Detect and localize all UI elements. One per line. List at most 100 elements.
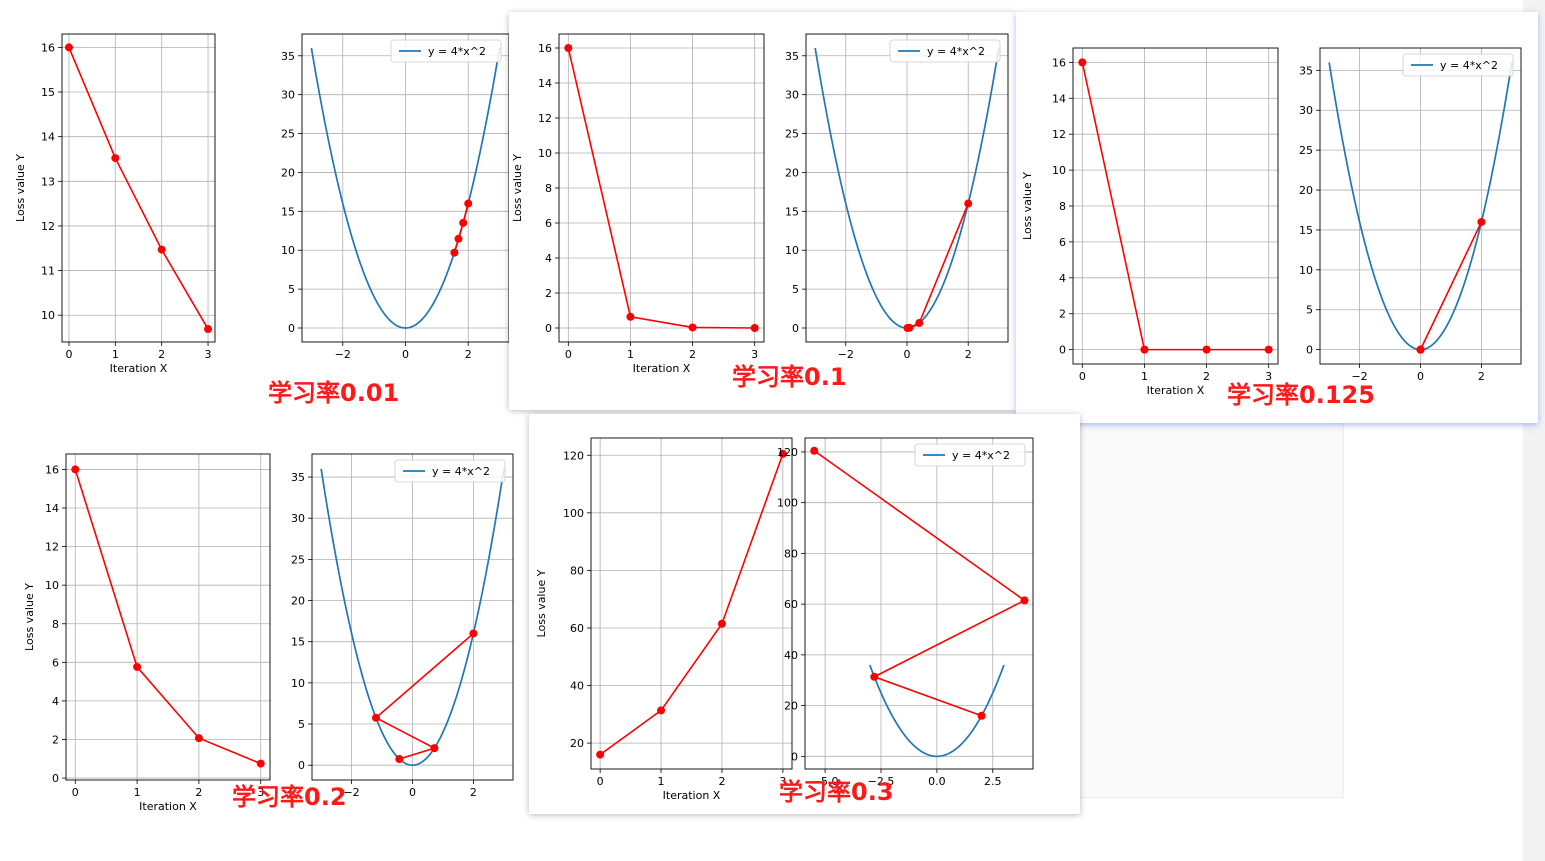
loss-tick-label-x: 1 <box>1141 370 1148 383</box>
curve-tick-label-y: 10 <box>1299 264 1313 277</box>
loss-tick-label-x: 1 <box>134 786 141 799</box>
curve-tick-label-y: 20 <box>784 700 798 713</box>
curve-tick-label-x: 0 <box>409 786 416 799</box>
descent-point <box>450 248 459 257</box>
loss-tick-label-y: 12 <box>1052 128 1066 141</box>
curve-tick-label-y: 10 <box>281 244 295 257</box>
curve-tick-label-y: 40 <box>784 649 798 662</box>
panel-lr-0-1: 0 1 2 3 0 2 4 6 8 10 12 14 16 Iteration X Loss value Y… <box>509 12 1016 410</box>
loss-tick-label-x: 2 <box>718 775 725 788</box>
loss-tick-label-y: 120 <box>563 449 584 462</box>
curve-tick-label-y: 35 <box>291 471 305 484</box>
descent-point <box>903 324 912 332</box>
loss-tick-label-x: 0 <box>597 775 604 788</box>
legend-box <box>914 443 1026 467</box>
loss-series <box>1078 58 1273 354</box>
curve-tick-label-y: 35 <box>281 50 295 63</box>
loss-tick-label-x: 1 <box>658 775 665 788</box>
lr-label-0-1: 学习率0.1 <box>732 363 847 391</box>
loss-series <box>596 449 787 759</box>
loss-point <box>204 325 213 334</box>
loss-ylabel: Loss value Y <box>1021 172 1034 240</box>
curve-frame <box>311 453 514 781</box>
curve-tick-label-y: 5 <box>1306 304 1313 317</box>
curve-tick-label-y: 120 <box>777 446 798 459</box>
descent-path-line <box>813 450 1027 717</box>
loss-tick-label-x: 1 <box>112 348 119 361</box>
loss-line <box>1081 62 1269 351</box>
curve-tick-label-x: 0 <box>1417 370 1424 383</box>
descent-point <box>464 199 473 208</box>
curve-tick-label-y: 0 <box>298 759 305 772</box>
loss-tick-label-y: 8 <box>52 618 59 631</box>
curve-tick-label-x: −2.5 <box>868 775 895 788</box>
curve-tick-label-y: 80 <box>784 547 798 560</box>
legend-box <box>390 39 502 63</box>
loss-frame <box>558 33 765 343</box>
loss-tick-label-x: 2 <box>1203 370 1210 383</box>
curve-tick-label-y: 20 <box>1299 184 1313 197</box>
loss-tick-label-y: 12 <box>45 541 59 554</box>
loss-tick-label-y: 11 <box>41 265 55 278</box>
loss-line <box>68 47 209 330</box>
loss-tick-label-x: 2 <box>158 348 165 361</box>
curve-tick-label-y: 5 <box>792 283 799 296</box>
panel-lr-0-2: 0 1 2 3 0 2 4 6 8 10 12 14 16 Iteration X Loss value Y… <box>20 440 522 825</box>
loss-chart: 0 1 2 3 20 40 60 80 100 120 Iteration X Loss value … <box>535 437 793 802</box>
loss-tick-label-y: 15 <box>41 86 55 99</box>
loss-tick-label-y: 10 <box>538 147 552 160</box>
curve-tick-label-x: 2 <box>465 348 472 361</box>
loss-tick-label-y: 40 <box>570 680 584 693</box>
loss-tick-label-x: 3 <box>779 775 786 788</box>
curve-tick-label-y: 35 <box>785 50 799 63</box>
curve-tick-label-y: 0 <box>792 322 799 335</box>
loss-point <box>750 324 759 332</box>
curve-tick-label-y: 25 <box>1299 144 1313 157</box>
curve-frame <box>1319 47 1522 365</box>
legend-label: y = 4*x^2 <box>927 45 985 58</box>
curve-tick-label-x: 0 <box>402 348 409 361</box>
curve-chart: −5.0 −2.5 0.0 2.5 0 20 40 60 80 100 120 y = 4*x^2 <box>777 437 1034 788</box>
loss-tick-label-y: 20 <box>570 737 584 750</box>
curve-tick-label-y: 15 <box>785 205 799 218</box>
loss-line <box>74 469 262 765</box>
descent-path-line <box>453 203 470 253</box>
curve-tick-label-y: 25 <box>291 553 305 566</box>
loss-point <box>596 750 605 759</box>
loss-tick-label-x: 3 <box>751 348 758 361</box>
loss-xlabel: Iteration X <box>633 362 691 375</box>
loss-point <box>717 619 726 628</box>
loss-tick-label-y: 14 <box>538 77 552 90</box>
loss-point <box>1078 58 1087 67</box>
curve-series <box>814 47 1000 332</box>
loss-tick-label-y: 14 <box>45 502 59 515</box>
loss-xlabel: Iteration X <box>139 800 197 813</box>
loss-tick-label-x: 1 <box>627 348 634 361</box>
curve-series <box>810 446 1029 758</box>
curve-tick-label-y: 10 <box>291 677 305 690</box>
curve-tick-label-y: 20 <box>785 166 799 179</box>
curve-tick-label-y: 30 <box>291 512 305 525</box>
descent-point <box>810 446 819 455</box>
descent-point <box>371 713 380 722</box>
loss-tick-label-y: 12 <box>538 112 552 125</box>
loss-point <box>157 245 166 254</box>
curve-tick-label-y: 15 <box>1299 224 1313 237</box>
loss-tick-label-y: 8 <box>1059 200 1066 213</box>
loss-tick-label-y: 0 <box>1059 344 1066 357</box>
loss-frame <box>590 437 793 770</box>
loss-tick-label-y: 0 <box>52 772 59 785</box>
loss-tick-label-x: 0 <box>72 786 79 799</box>
descent-point <box>1416 345 1425 354</box>
loss-point <box>256 759 265 768</box>
curve-tick-label-x: 2 <box>965 348 972 361</box>
loss-tick-label-y: 12 <box>41 220 55 233</box>
curve-tick-label-x: 0.0 <box>928 775 946 788</box>
loss-tick-label-y: 13 <box>41 175 55 188</box>
curve-tick-label-x: −2 <box>335 348 351 361</box>
